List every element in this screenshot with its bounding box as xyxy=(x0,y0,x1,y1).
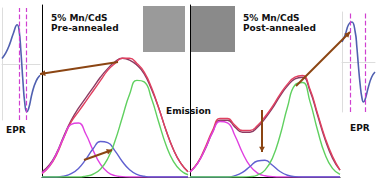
svg-text:Post-annealed: Post-annealed xyxy=(243,23,316,33)
svg-text:Emission: Emission xyxy=(166,106,211,116)
svg-text:5% Mn/CdS: 5% Mn/CdS xyxy=(51,13,108,23)
svg-text:EPR: EPR xyxy=(350,123,370,133)
svg-text:EPR: EPR xyxy=(6,125,26,135)
svg-text:5% Mn/CdS: 5% Mn/CdS xyxy=(243,13,300,23)
svg-text:Pre-annealed: Pre-annealed xyxy=(51,23,119,33)
